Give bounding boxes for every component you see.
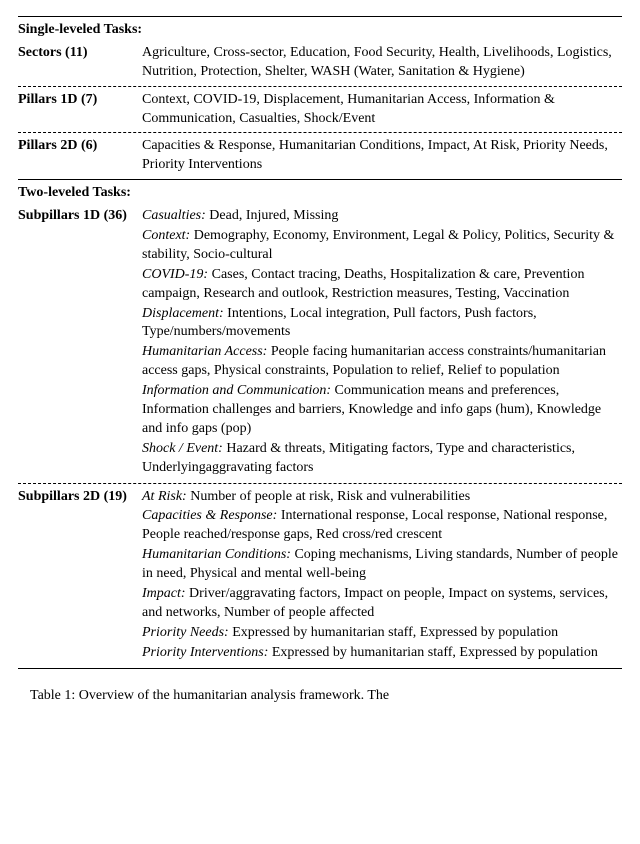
subpillar-title: Priority Interventions: [142, 645, 268, 660]
subpillar-group: Shock / Event: Hazard & threats, Mitigat… [142, 440, 622, 478]
subpillar-items: Demography, Economy, Environment, Legal … [142, 228, 614, 262]
subpillar-group: Impact: Driver/aggravating factors, Impa… [142, 585, 622, 623]
subpillar-items: Expressed by humanitarian staff, Express… [268, 645, 597, 660]
table-caption: Table 1: Overview of the humanitarian an… [18, 687, 622, 706]
subpillar-title: COVID-19: [142, 267, 208, 282]
subpillar-title: Information and Communication: [142, 383, 331, 398]
caption-prefix: Table 1: [30, 688, 79, 703]
pillars1d-row: Pillars 1D (7) Context, COVID-19, Displa… [18, 89, 622, 133]
subpillars1d-content: Casualties: Dead, Injured, MissingContex… [142, 207, 622, 478]
subpillar-items: Dead, Injured, Missing [206, 208, 339, 223]
subpillar-group: Displacement: Intentions, Local integrat… [142, 305, 622, 343]
subpillars2d-content: At Risk: Number of people at risk, Risk … [142, 488, 622, 664]
subpillars1d-row: Subpillars 1D (36) Casualties: Dead, Inj… [18, 205, 622, 482]
subpillars1d-label: Subpillars 1D (36) [18, 207, 142, 226]
two-level-header: Two-leveled Tasks: [18, 179, 622, 205]
pillars1d-content: Context, COVID-19, Displacement, Humanit… [142, 91, 622, 129]
subpillar-title: Casualties: [142, 208, 206, 223]
subpillars2d-row: Subpillars 2D (19) At Risk: Number of pe… [18, 486, 622, 668]
sectors-label: Sectors (11) [18, 44, 142, 63]
pillars2d-content: Capacities & Response, Humanitarian Cond… [142, 137, 622, 175]
subpillar-group: At Risk: Number of people at risk, Risk … [142, 488, 622, 507]
subpillar-title: Capacities & Response: [142, 508, 277, 523]
pillars2d-row: Pillars 2D (6) Capacities & Response, Hu… [18, 135, 622, 179]
subpillar-title: Priority Needs: [142, 625, 229, 640]
subpillar-group: Priority Needs: Expressed by humanitaria… [142, 624, 622, 643]
subpillar-group: Casualties: Dead, Injured, Missing [142, 207, 622, 226]
subpillar-items: Cases, Contact tracing, Deaths, Hospital… [142, 267, 584, 301]
subpillar-title: Humanitarian Access: [142, 344, 267, 359]
caption-text: Overview of the humanitarian analysis fr… [79, 688, 389, 703]
subpillar-group: Capacities & Response: International res… [142, 507, 622, 545]
sectors-content: Agriculture, Cross-sector, Education, Fo… [142, 44, 622, 82]
subpillar-group: Information and Communication: Communica… [142, 382, 622, 439]
subpillar-items: Number of people at risk, Risk and vulne… [187, 489, 470, 504]
separator [18, 132, 622, 133]
subpillar-title: Shock / Event: [142, 441, 223, 456]
subpillars2d-label: Subpillars 2D (19) [18, 488, 142, 507]
single-level-header: Single-leveled Tasks: [18, 17, 622, 42]
subpillar-items: Expressed by humanitarian staff, Express… [229, 625, 558, 640]
separator [18, 86, 622, 87]
subpillar-title: Displacement: [142, 306, 224, 321]
task-table: Single-leveled Tasks: Sectors (11) Agric… [18, 16, 622, 669]
subpillar-group: COVID-19: Cases, Contact tracing, Deaths… [142, 266, 622, 304]
subpillar-group: Humanitarian Access: People facing human… [142, 343, 622, 381]
subpillar-title: Impact: [142, 586, 186, 601]
subpillar-group: Context: Demography, Economy, Environmen… [142, 227, 622, 265]
separator [18, 483, 622, 484]
subpillar-group: Priority Interventions: Expressed by hum… [142, 644, 622, 663]
pillars2d-label: Pillars 2D (6) [18, 137, 142, 156]
subpillar-title: Context: [142, 228, 190, 243]
subpillar-group: Humanitarian Conditions: Coping mechanis… [142, 546, 622, 584]
subpillar-title: Humanitarian Conditions: [142, 547, 291, 562]
sectors-row: Sectors (11) Agriculture, Cross-sector, … [18, 42, 622, 86]
subpillar-items: Driver/aggravating factors, Impact on pe… [142, 586, 608, 620]
pillars1d-label: Pillars 1D (7) [18, 91, 142, 110]
subpillar-title: At Risk: [142, 489, 187, 504]
